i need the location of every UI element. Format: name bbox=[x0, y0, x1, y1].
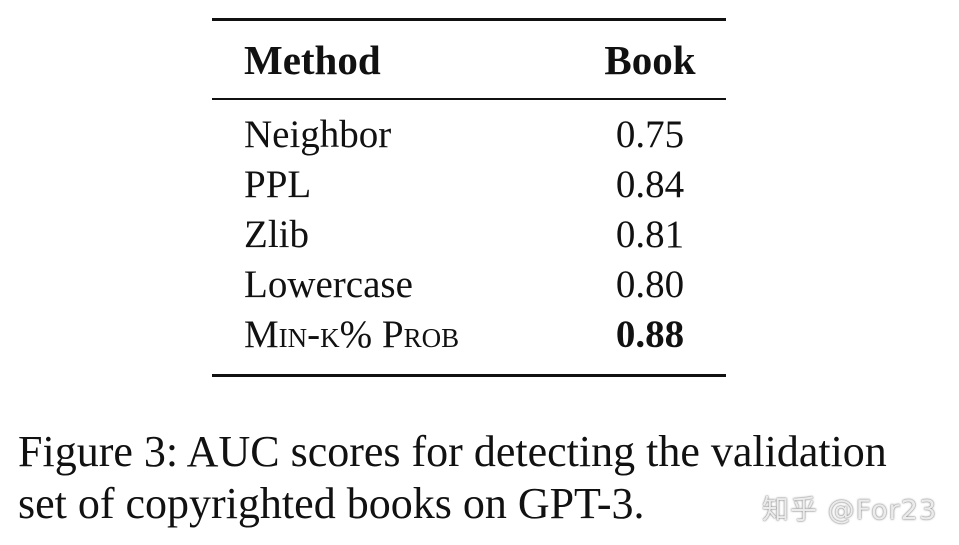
results-table-container: Method Book Neighbor 0.75 PPL 0.84 Zlib … bbox=[212, 18, 726, 377]
watermark: 知乎 @For23 bbox=[762, 495, 938, 526]
table-row: Neighbor 0.75 bbox=[212, 99, 726, 160]
book-score-cell-best: 0.88 bbox=[615, 313, 685, 356]
header-method: Method bbox=[212, 19, 574, 100]
method-cell: Min-k% Prob bbox=[244, 313, 460, 356]
table-row: PPL 0.84 bbox=[212, 160, 726, 210]
header-book: Book bbox=[574, 19, 726, 100]
table-header-row: Method Book bbox=[212, 19, 726, 100]
book-score-cell: 0.75 bbox=[615, 113, 685, 156]
method-cell: Neighbor bbox=[244, 113, 392, 156]
book-score-cell: 0.84 bbox=[615, 163, 685, 206]
table-row: Zlib 0.81 bbox=[212, 210, 726, 260]
book-score-cell: 0.80 bbox=[615, 263, 685, 306]
method-cell: PPL bbox=[244, 163, 312, 206]
results-table: Method Book Neighbor 0.75 PPL 0.84 Zlib … bbox=[212, 18, 726, 377]
book-score-cell: 0.81 bbox=[615, 213, 685, 256]
method-cell: Zlib bbox=[244, 213, 309, 256]
table-row: Lowercase 0.80 bbox=[212, 260, 726, 310]
figure-caption: Figure 3: AUC scores for detecting the v… bbox=[18, 427, 887, 528]
table-row: Min-k% Prob 0.88 bbox=[212, 310, 726, 376]
method-cell: Lowercase bbox=[244, 263, 413, 306]
